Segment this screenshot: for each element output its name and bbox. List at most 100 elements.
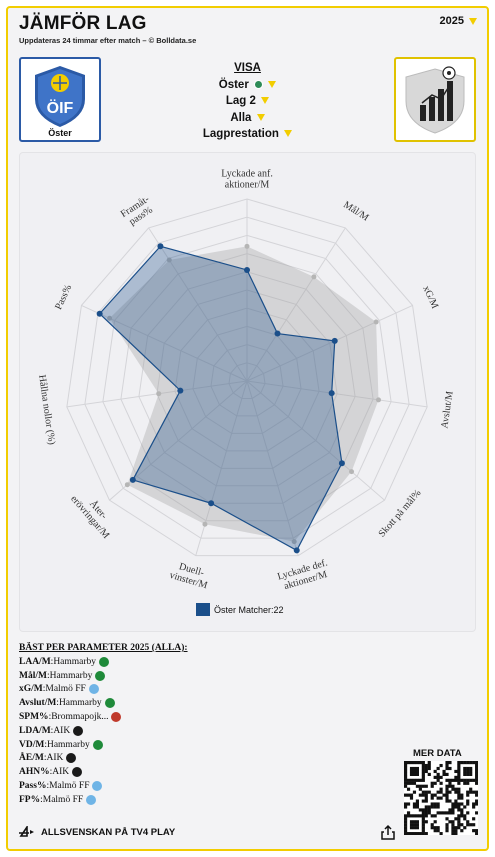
data-point-main[interactable] [96,310,103,317]
best-team: Brommapojk... [51,712,109,723]
data-point-reference[interactable] [311,274,317,280]
best-team: Hammarby [46,739,90,750]
grid-ring [84,216,410,539]
axis-label: Duell-vinster/M [168,561,209,591]
grid-spoke [246,227,346,382]
svg-text:Lyckade def.aktioner/M: Lyckade def.aktioner/M [276,557,332,593]
data-point-main[interactable] [157,243,164,250]
best-row: SPM%: Brommapojk... [19,710,188,724]
best-key: ÅE/M [19,753,44,764]
best-separator: : [42,684,46,695]
data-point-main[interactable] [328,390,335,397]
best-row: Avslut/M: Hammarby [19,696,188,710]
axis-label: Lyckade def.aktioner/M [276,557,332,593]
data-point-main[interactable] [331,337,338,344]
data-point-reference[interactable] [244,243,250,249]
data-point-reference[interactable] [291,539,297,545]
best-row: ÅE/M: AIK [19,752,188,766]
axis-label: Framåt-pass% [119,194,158,230]
team-emblem-icon [92,781,103,792]
grid-ring [102,234,392,522]
data-point-main[interactable] [129,476,136,483]
team-emblem-icon [111,712,122,723]
chevron-down-icon [261,97,270,105]
team-emblem-icon [99,656,110,667]
best-per-parameter: BÄST PER PARAMETER 2025 (ALLA): LAA/M: H… [19,643,188,807]
svg-text:Mål/M: Mål/M [341,199,370,223]
best-key: SPM% [19,712,49,723]
logo-text: ÖIF [47,98,74,117]
best-separator: : [44,739,47,750]
team-emblem-icon [104,698,115,709]
compare-select[interactable]: Lag 2 [190,93,305,110]
data-point-main[interactable] [208,500,215,507]
best-separator: : [50,656,54,667]
best-team: Malmö FF [49,781,90,792]
footer-label: ALLSVENSKAN PÅ TV4 PLAY [41,826,176,838]
best-row: Pass%: Malmö FF [19,779,188,793]
page-title: JÄMFÖR LAG [19,13,147,34]
best-team: Hammarby [53,656,97,667]
grid-spoke [246,380,385,501]
qr-code-icon [404,761,479,836]
grid-ring [66,198,428,557]
best-team: AIK [53,725,71,736]
metric-select-value: Lagprestation [202,128,279,140]
svg-text:Pass%: Pass% [53,283,74,311]
data-point-main[interactable] [177,387,184,394]
best-key: LDA/M [19,725,51,736]
svg-text:Framåt-pass%: Framåt-pass% [119,194,158,230]
chart-legend: Öster Matcher:22 [196,603,284,616]
grid-ring [174,307,320,452]
axis-label: Avslut/M [439,390,455,429]
share-icon[interactable] [381,824,395,840]
best-team: AIK [52,767,70,778]
grid-spoke [148,227,248,382]
axis-label: Mål/M [341,199,370,223]
team-name-label: Öster [48,128,72,138]
data-point-main[interactable] [293,547,300,554]
footer-link[interactable]: ALLSVENSKAN PÅ TV4 PLAY [19,826,175,838]
svg-text:Avslut/M: Avslut/M [439,390,455,429]
metric-select[interactable]: Lagprestation [190,126,305,143]
data-point-reference[interactable] [373,319,379,325]
best-key: Avslut/M [19,698,57,709]
data-point-reference[interactable] [376,397,382,403]
data-point-reference[interactable] [166,257,172,263]
year-select[interactable]: 2025 [440,15,477,27]
best-separator: : [48,712,52,723]
data-point-main[interactable] [274,330,281,337]
svg-text:Hållna nollor (%): Hållna nollor (%) [36,374,57,445]
filter-select[interactable]: Alla [190,110,305,127]
grid-ring [210,344,284,417]
bar-chart-shield-icon [405,66,465,134]
best-team: Hammarby [58,698,102,709]
team-emblem-icon [95,670,106,681]
best-team: Malmö FF [45,684,86,695]
legend-label: Öster Matcher:22 [214,604,284,615]
best-row: LAA/M: Hammarby [19,655,188,669]
team-logo-box[interactable]: ÖIF Öster [19,57,101,142]
svg-text:Lyckade anf.aktioner/M: Lyckade anf. aktioner/M [221,169,273,191]
data-point-main[interactable] [244,266,250,273]
data-point-reference[interactable] [107,315,113,321]
data-point-reference[interactable] [124,482,130,488]
best-key: Mål/M [19,670,47,681]
compare-logo-box[interactable] [394,57,476,142]
best-team: Malmö FF [42,794,84,805]
qr-code[interactable] [404,761,479,836]
data-point-reference[interactable] [202,521,208,527]
data-point-main[interactable] [338,460,345,467]
best-key: FP% [19,794,41,805]
team-select[interactable]: Öster [190,77,305,94]
data-point-reference[interactable] [156,391,162,397]
team-emblem-icon [73,725,84,736]
grid-ring [228,362,266,399]
best-separator: : [46,670,50,681]
page-subtitle: Uppdateras 24 timmar efter match – © Bol… [19,36,197,45]
best-separator: : [50,725,54,736]
best-row: Mål/M: Hammarby [19,669,188,683]
best-separator: : [56,698,59,709]
compare-select-value: Lag 2 [225,95,256,107]
data-point-reference[interactable] [349,469,355,475]
